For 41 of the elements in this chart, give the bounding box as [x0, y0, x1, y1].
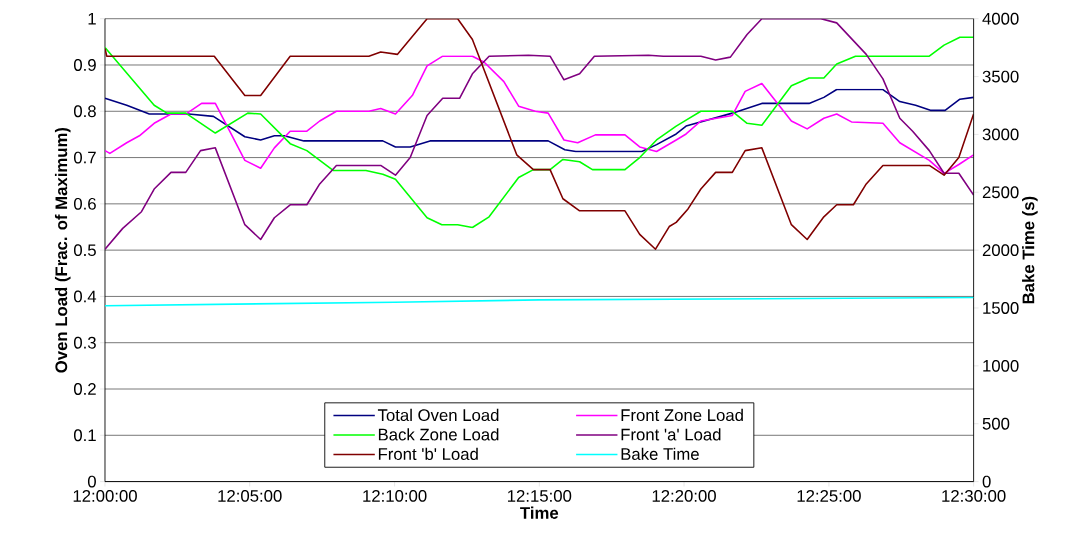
- y2-tick-label: 4000: [982, 12, 1019, 25]
- x-tick-label: 12:25:00: [797, 489, 861, 502]
- y2-tick-label: 2000: [982, 244, 1019, 256]
- legend-label: Front 'a' Load: [621, 428, 721, 441]
- y-tick-label: 0.9: [73, 58, 96, 71]
- y-tick-label: 0: [87, 475, 96, 488]
- x-tick-label: 12:30:00: [942, 489, 1006, 502]
- y-tick-label: 0.8: [73, 105, 96, 118]
- x-tick-label: 12:00:00: [73, 489, 137, 502]
- x-tick-label: 12:10:00: [363, 489, 427, 502]
- line-series: [105, 18, 974, 250]
- line-series: [105, 88, 974, 153]
- y-tick-label: 0.7: [73, 151, 96, 164]
- legend-label: Front 'b' Load: [378, 447, 478, 460]
- y-tick-label: 0.2: [73, 382, 96, 395]
- y-tick-label: 0.3: [73, 336, 96, 349]
- y2-tick-label: 0: [982, 475, 991, 488]
- y2-tick-label: 500: [982, 417, 1010, 430]
- legend-label: Bake Time: [621, 447, 699, 460]
- legend-label: Total Oven Load: [377, 408, 499, 421]
- legend-label: Back Zone Load: [378, 428, 499, 441]
- line-series: [105, 36, 974, 229]
- line-series: [105, 55, 974, 174]
- y-tick-label: 0.5: [73, 244, 96, 256]
- y2-tick-label: 1000: [983, 359, 1019, 372]
- y2-tick-label: 2500: [982, 186, 1019, 199]
- y-tick-label: 1: [88, 12, 96, 25]
- y2-axis-title: Bake Time (s): [1022, 196, 1038, 304]
- y-tick-label: 0.6: [73, 197, 96, 210]
- y-tick-label: 0.1: [73, 429, 96, 442]
- y2-tick-label: 3000: [982, 128, 1019, 141]
- y-tick-label: 0.4: [73, 290, 97, 303]
- x-axis-title: Time: [520, 506, 559, 519]
- legend-label: Front Zone Load: [621, 408, 743, 421]
- x-tick-label: 12:05:00: [218, 489, 282, 502]
- x-tick-label: 12:15:00: [508, 489, 572, 502]
- y2-tick-label: 3500: [982, 70, 1019, 83]
- y2-tick-label: 1500: [983, 301, 1019, 314]
- x-tick-label: 12:20:00: [652, 489, 716, 502]
- line-series: [105, 296, 974, 307]
- y-axis-title: Oven Load (Frac. of Maximum): [54, 127, 71, 373]
